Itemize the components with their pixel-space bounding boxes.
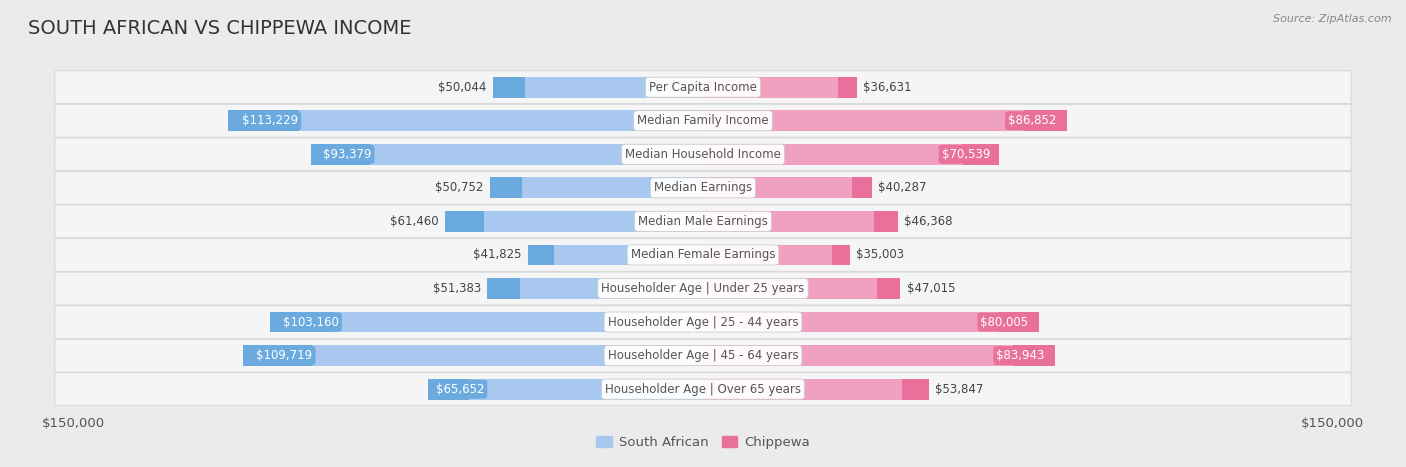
Bar — [703, 345, 1054, 366]
Bar — [963, 144, 998, 165]
Bar — [703, 110, 1067, 131]
Bar — [270, 311, 335, 333]
Text: $86,852: $86,852 — [1008, 114, 1056, 127]
Text: Median Female Earnings: Median Female Earnings — [631, 248, 775, 262]
Bar — [852, 177, 872, 198]
Text: $103,160: $103,160 — [283, 316, 339, 329]
Bar — [901, 379, 929, 400]
Text: Householder Age | Under 25 years: Householder Age | Under 25 years — [602, 282, 804, 295]
Bar — [703, 311, 1039, 333]
Text: $70,539: $70,539 — [942, 148, 990, 161]
Text: $36,631: $36,631 — [863, 81, 911, 94]
FancyBboxPatch shape — [55, 205, 1351, 238]
Bar — [527, 245, 703, 265]
FancyBboxPatch shape — [55, 104, 1351, 137]
Text: $61,460: $61,460 — [391, 215, 439, 228]
Bar — [703, 278, 900, 299]
Bar — [488, 278, 703, 299]
Bar — [494, 77, 524, 98]
Bar — [703, 77, 856, 98]
Bar — [228, 110, 703, 131]
Bar — [270, 311, 703, 333]
Text: $41,825: $41,825 — [472, 248, 522, 262]
Text: Householder Age | 45 - 64 years: Householder Age | 45 - 64 years — [607, 349, 799, 362]
FancyBboxPatch shape — [55, 239, 1351, 271]
Text: $35,003: $35,003 — [856, 248, 904, 262]
Text: Median Family Income: Median Family Income — [637, 114, 769, 127]
Bar — [243, 345, 703, 366]
Legend: South African, Chippewa: South African, Chippewa — [596, 436, 810, 449]
Bar — [832, 245, 849, 265]
Text: $50,044: $50,044 — [439, 81, 486, 94]
Bar — [998, 311, 1039, 333]
Bar — [838, 77, 856, 98]
FancyBboxPatch shape — [55, 138, 1351, 171]
Text: Source: ZipAtlas.com: Source: ZipAtlas.com — [1274, 14, 1392, 24]
Bar — [527, 245, 554, 265]
Text: $51,383: $51,383 — [433, 282, 481, 295]
Text: Median Earnings: Median Earnings — [654, 181, 752, 194]
Bar — [427, 379, 468, 400]
Text: Householder Age | Over 65 years: Householder Age | Over 65 years — [605, 382, 801, 396]
Text: $83,943: $83,943 — [997, 349, 1045, 362]
Text: $50,752: $50,752 — [436, 181, 484, 194]
FancyBboxPatch shape — [55, 272, 1351, 305]
Bar — [1024, 110, 1067, 131]
Bar — [488, 278, 520, 299]
Bar — [311, 144, 370, 165]
Text: Householder Age | 25 - 44 years: Householder Age | 25 - 44 years — [607, 316, 799, 329]
FancyBboxPatch shape — [55, 305, 1351, 339]
Text: $40,287: $40,287 — [879, 181, 927, 194]
Bar — [876, 278, 900, 299]
Text: $46,368: $46,368 — [904, 215, 952, 228]
FancyBboxPatch shape — [55, 71, 1351, 104]
Text: $53,847: $53,847 — [935, 382, 984, 396]
FancyBboxPatch shape — [55, 171, 1351, 204]
Text: $113,229: $113,229 — [242, 114, 298, 127]
Text: $47,015: $47,015 — [907, 282, 955, 295]
Text: SOUTH AFRICAN VS CHIPPEWA INCOME: SOUTH AFRICAN VS CHIPPEWA INCOME — [28, 19, 412, 38]
Bar — [446, 211, 484, 232]
Bar — [494, 77, 703, 98]
Bar — [703, 379, 929, 400]
Bar — [703, 144, 998, 165]
Bar — [311, 144, 703, 165]
Bar — [243, 345, 312, 366]
Bar — [491, 177, 703, 198]
Bar — [228, 110, 299, 131]
Text: $80,005: $80,005 — [980, 316, 1029, 329]
Text: $65,652: $65,652 — [436, 382, 484, 396]
Text: Per Capita Income: Per Capita Income — [650, 81, 756, 94]
Bar — [875, 211, 897, 232]
Bar — [703, 211, 897, 232]
Bar — [703, 245, 849, 265]
Text: Median Male Earnings: Median Male Earnings — [638, 215, 768, 228]
Text: Median Household Income: Median Household Income — [626, 148, 780, 161]
Bar — [427, 379, 703, 400]
Text: $93,379: $93,379 — [323, 148, 371, 161]
Text: $109,719: $109,719 — [256, 349, 312, 362]
FancyBboxPatch shape — [55, 373, 1351, 406]
Bar — [1012, 345, 1054, 366]
Bar — [703, 177, 872, 198]
FancyBboxPatch shape — [55, 339, 1351, 372]
Bar — [446, 211, 703, 232]
Bar — [491, 177, 522, 198]
